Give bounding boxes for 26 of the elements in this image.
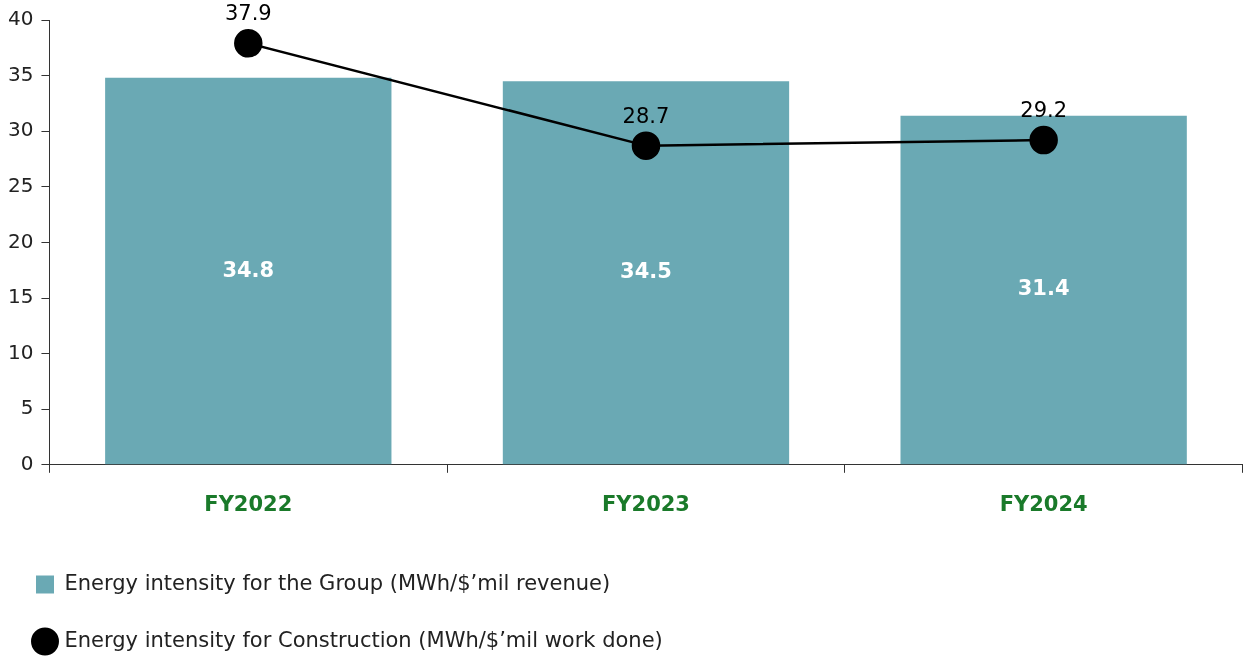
- bar: [900, 115, 1187, 465]
- y-tick-label: 40: [8, 6, 34, 31]
- point: [1029, 125, 1058, 155]
- legend-label: Energy intensity for the Group (MWh/$’mil revenue): [64, 570, 611, 595]
- data-label: 34.8: [222, 257, 275, 282]
- point: [631, 131, 661, 160]
- y-tick-label: 10: [8, 339, 34, 364]
- y-tick-label: 35: [8, 61, 34, 86]
- y-tick-label: 5: [20, 395, 34, 420]
- y-tick-label: 15: [8, 284, 34, 309]
- data-label: 29.2: [1020, 98, 1068, 123]
- y-tick-label: 25: [8, 173, 34, 197]
- bar: [502, 81, 790, 465]
- x-tick-label: FY2022: [204, 491, 293, 516]
- data-label: 34.5: [620, 259, 672, 284]
- bar: [105, 77, 392, 465]
- data-label: 28.7: [622, 103, 670, 128]
- y-tick-label: 20: [8, 228, 34, 253]
- x-tick-label: FY2023: [601, 491, 690, 516]
- data-label: 37.9: [224, 1, 272, 26]
- x-tick-label: FY2024: [999, 491, 1088, 516]
- point: [234, 29, 263, 58]
- y-tick-label: 30: [8, 117, 34, 142]
- legend-label: Energy intensity for Construction (MWh/$’mil work done): [64, 627, 663, 652]
- y-tick-label: 0: [20, 451, 34, 475]
- data-label: 31.4: [1017, 276, 1070, 301]
